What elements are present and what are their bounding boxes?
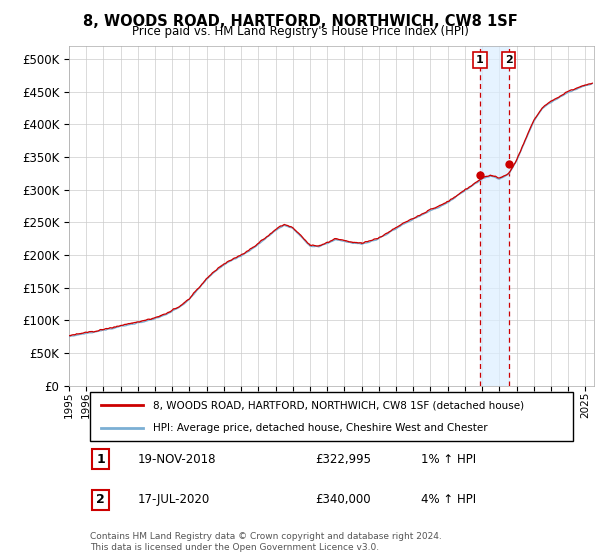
Text: 1: 1 — [96, 452, 105, 465]
FancyBboxPatch shape — [90, 392, 573, 441]
Text: 8, WOODS ROAD, HARTFORD, NORTHWICH, CW8 1SF (detached house): 8, WOODS ROAD, HARTFORD, NORTHWICH, CW8 … — [153, 400, 524, 410]
Text: Contains HM Land Registry data © Crown copyright and database right 2024.
This d: Contains HM Land Registry data © Crown c… — [90, 533, 442, 552]
Text: 2: 2 — [505, 55, 512, 65]
Text: 17-JUL-2020: 17-JUL-2020 — [137, 493, 209, 506]
Text: Price paid vs. HM Land Registry's House Price Index (HPI): Price paid vs. HM Land Registry's House … — [131, 25, 469, 38]
Text: £322,995: £322,995 — [316, 452, 372, 465]
Text: 1% ↑ HPI: 1% ↑ HPI — [421, 452, 476, 465]
Text: 4% ↑ HPI: 4% ↑ HPI — [421, 493, 476, 506]
Bar — [480, 46, 509, 386]
Text: £340,000: £340,000 — [316, 493, 371, 506]
Text: 8, WOODS ROAD, HARTFORD, NORTHWICH, CW8 1SF: 8, WOODS ROAD, HARTFORD, NORTHWICH, CW8 … — [83, 14, 517, 29]
Text: HPI: Average price, detached house, Cheshire West and Chester: HPI: Average price, detached house, Ches… — [153, 423, 488, 433]
Text: 19-NOV-2018: 19-NOV-2018 — [137, 452, 216, 465]
Text: 2: 2 — [96, 493, 105, 506]
Text: 1: 1 — [476, 55, 484, 65]
